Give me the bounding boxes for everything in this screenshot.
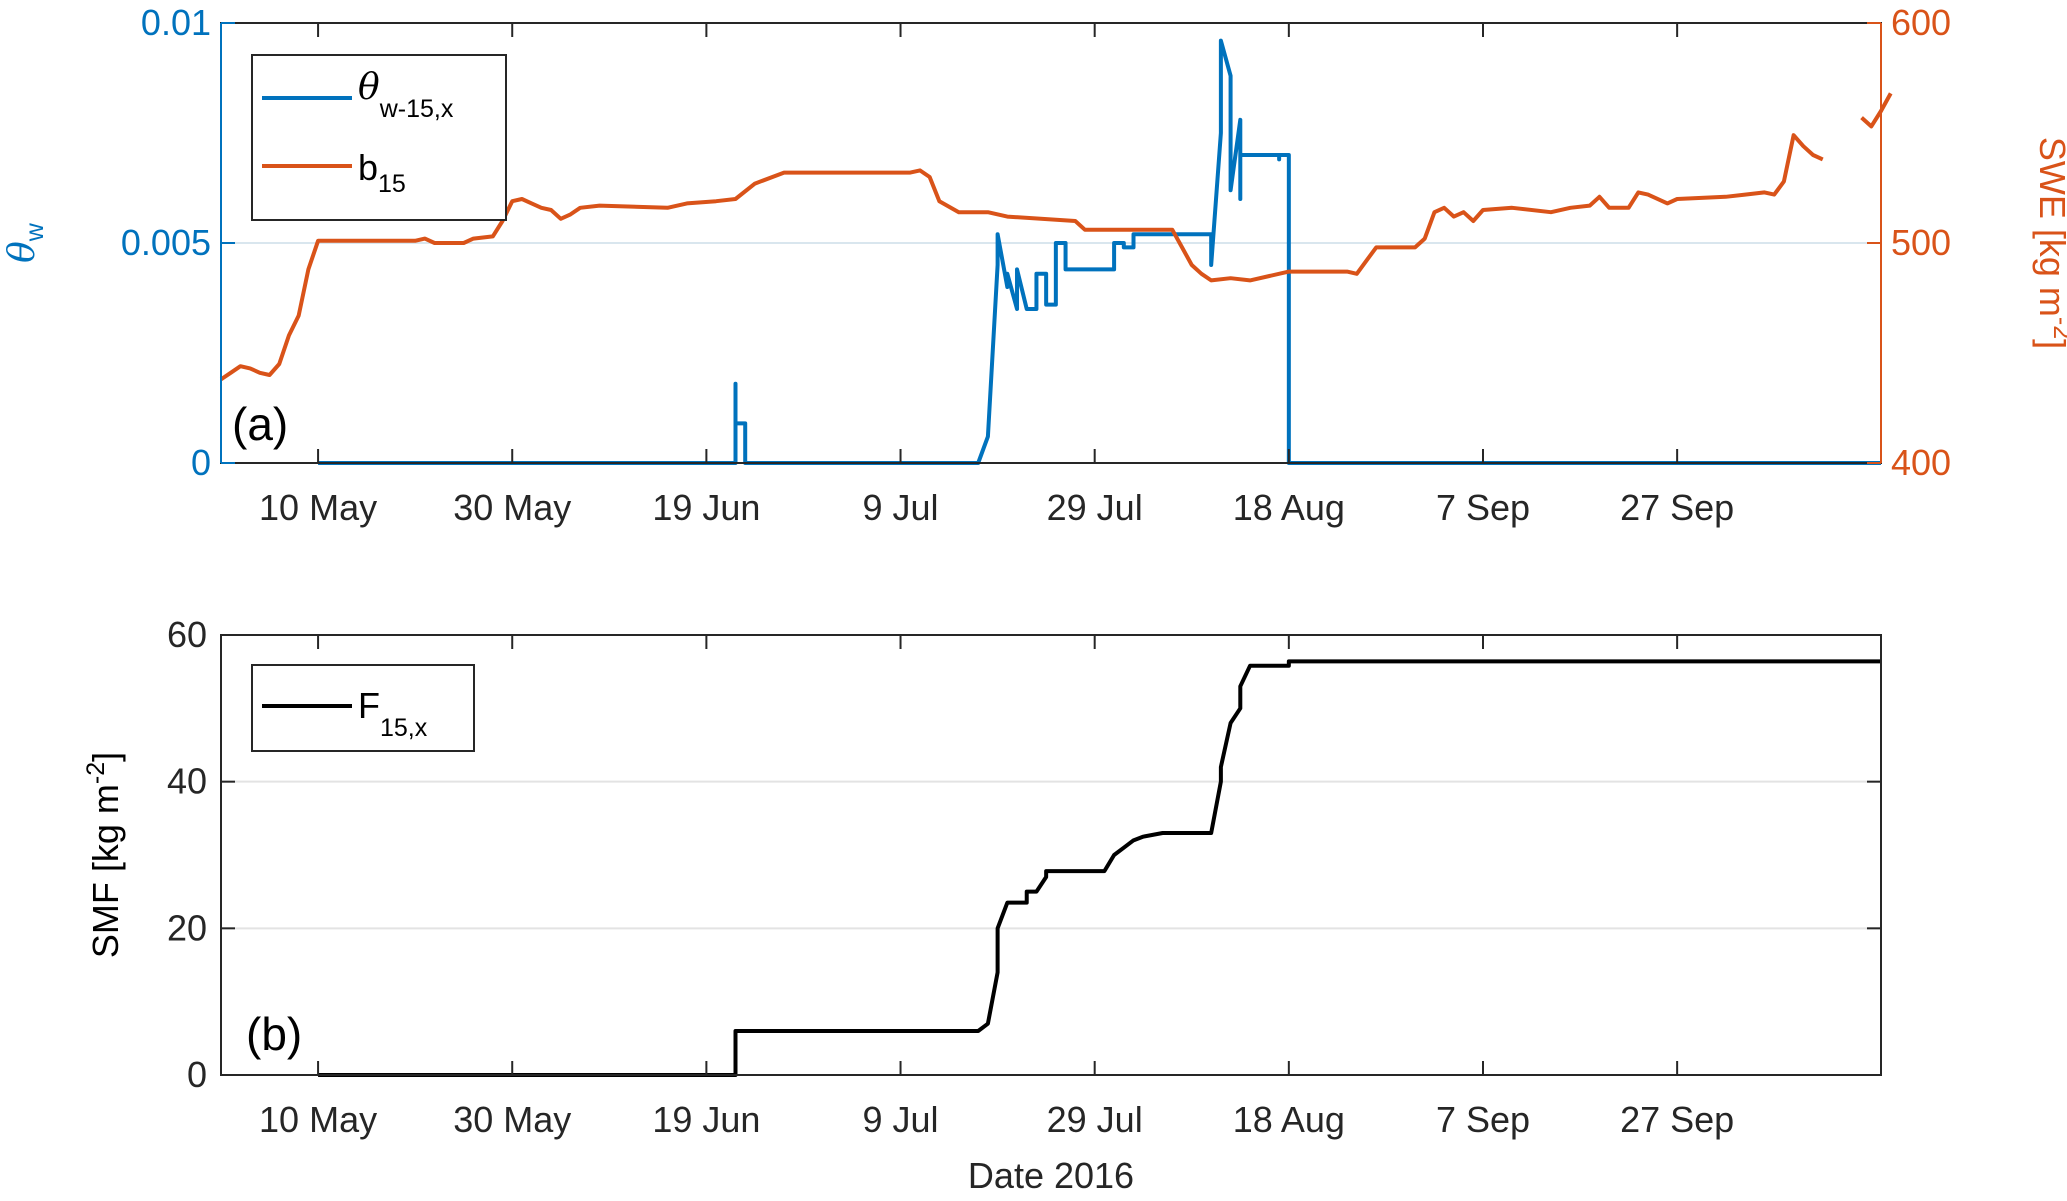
x-tick-label: 7 Sep [1436,1099,1530,1140]
panel-a-ticks: 0 0.005 0.01 400 500 600 10 May 30 May 19 Jun 9 J… [121,2,1951,528]
x-tick-label: 9 Jul [863,1099,939,1140]
panel-b-legend: F15,x [251,664,475,752]
x-tick-label: 9 Jul [863,487,939,528]
theta-series [318,38,1881,465]
x-tick-label: 19 Jun [652,487,760,528]
x-tick-label: 30 May [453,487,571,528]
y-left-tick-label: 0.01 [141,2,211,43]
b15-line-segment [1860,92,1893,129]
y-tick-label: 20 [167,907,207,948]
x-tick-label: 7 Sep [1436,487,1530,528]
panel-b-ticks: 0 20 40 60 10 May 30 May 19 Jun 9 Jul 29 Jul 18 A… [167,614,1881,1140]
x-tick-label: 18 Aug [1233,1099,1345,1140]
panel-a-legend-box [251,54,507,221]
x-tick-label: 10 May [259,487,377,528]
y-tick-label: 40 [167,761,207,802]
f15x-line [318,659,1881,1077]
panel-a-left-axis-label: θw [2,222,49,263]
panel-a: 0 0.005 0.01 400 500 600 10 May 30 May 19 Jun 9 J… [2,2,2067,528]
legend-theta-label: θw-15,x [358,67,454,123]
panel-b-x-axis-label: Date 2016 [968,1155,1134,1196]
x-tick-label: 18 Aug [1233,487,1345,528]
b15-line-segment [219,133,1824,382]
x-tick-label: 29 Jul [1047,1099,1143,1140]
x-tick-label: 30 May [453,1099,571,1140]
panel-a-label: (a) [232,398,288,450]
y-right-tick-label: 600 [1891,2,1951,43]
panel-b-left-axis-label: SMF [kg m-2] [82,752,126,958]
legend-f15-label: F15,x [358,685,428,742]
panel-b-label: (b) [246,1008,302,1060]
smf-series [318,659,1881,1077]
x-tick-label: 27 Sep [1620,487,1734,528]
x-tick-label: 19 Jun [652,1099,760,1140]
y-tick-label: 60 [167,614,207,655]
x-tick-label: 10 May [259,1099,377,1140]
panel-a-legend: θw-15,x b15 [251,54,507,221]
y-left-tick-label: 0 [191,442,211,483]
y-tick-label: 0 [187,1054,207,1095]
swe-series [219,92,1893,382]
y-right-tick-label: 500 [1891,222,1951,263]
theta-w-15x-line [318,38,1881,465]
y-left-tick-label: 0.005 [121,222,211,263]
panel-b-gridlines [221,780,1881,930]
y-right-tick-label: 400 [1891,442,1951,483]
legend-b15-label: b15 [358,147,406,198]
x-tick-label: 29 Jul [1047,487,1143,528]
panel-a-right-axis-label: SWE [kg m-2] [2032,137,2067,349]
panel-b-plot-frame [220,634,1882,1076]
panel-b: 0 20 40 60 10 May 30 May 19 Jun 9 Jul 29 Jul 18 A… [82,614,1882,1196]
x-tick-label: 27 Sep [1620,1099,1734,1140]
